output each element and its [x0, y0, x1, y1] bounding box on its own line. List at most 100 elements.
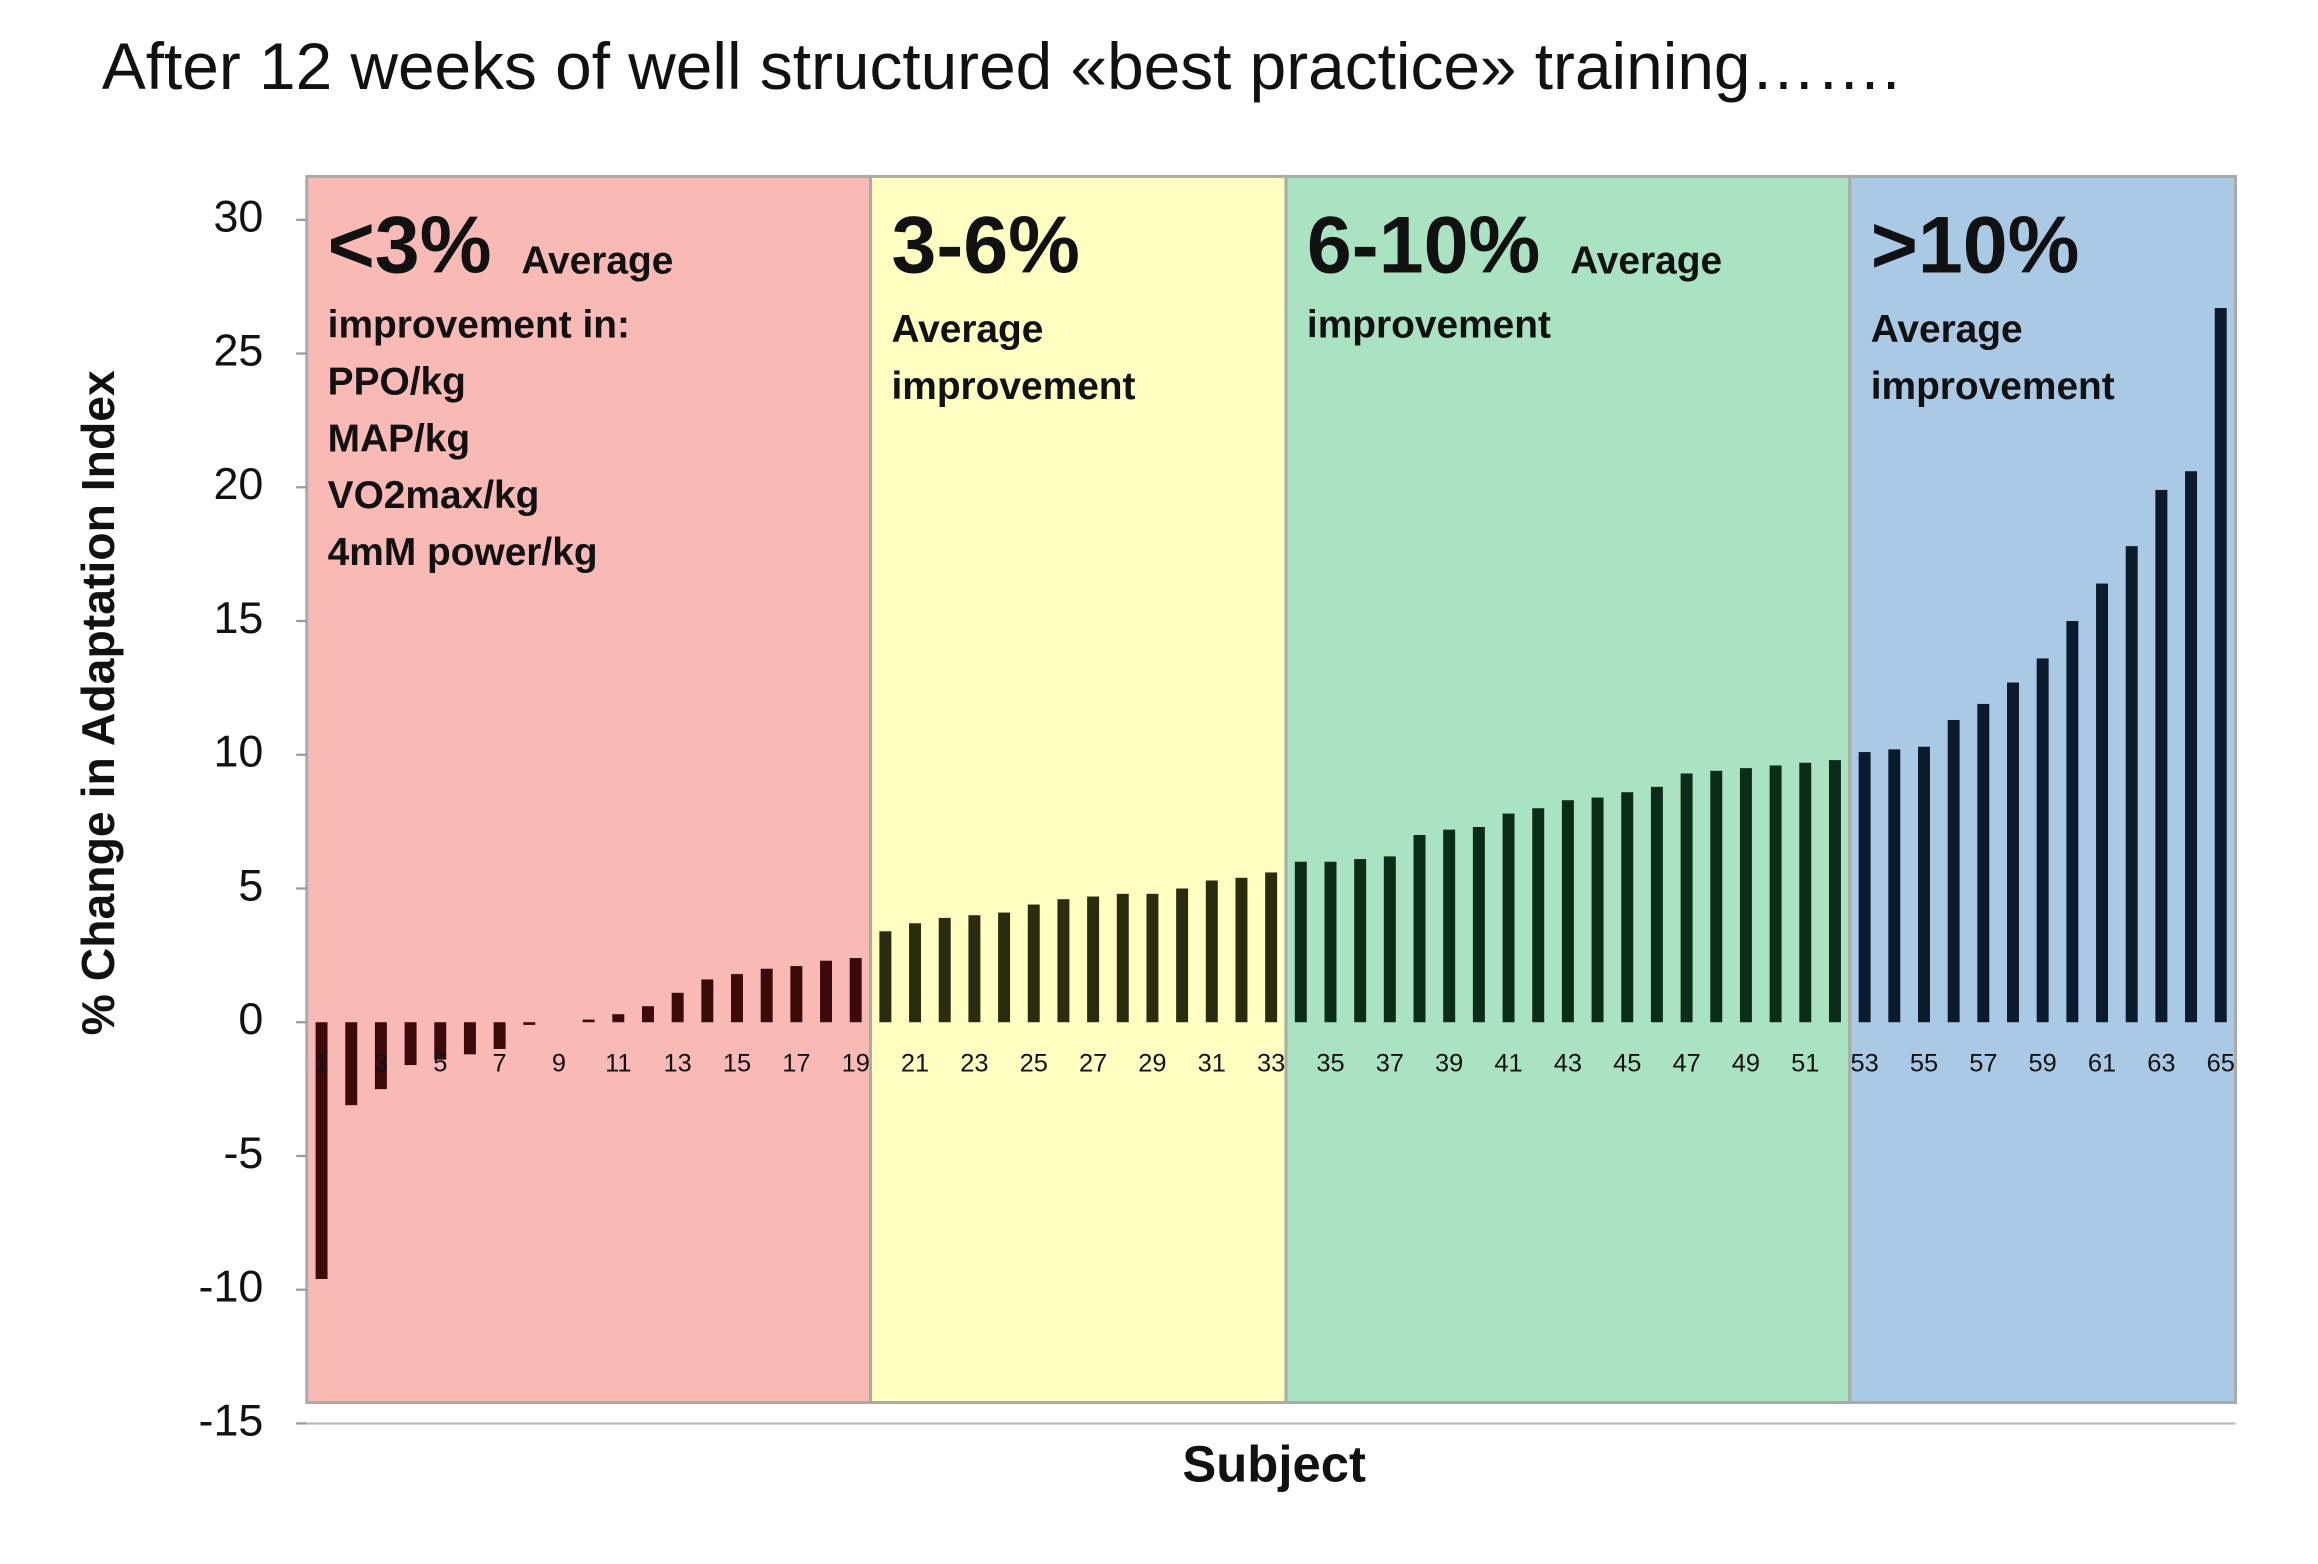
x-tick-label: 55 — [1910, 1049, 1938, 1077]
region-note: improvement — [1307, 304, 1551, 347]
y-tick-label: 0 — [238, 993, 263, 1044]
bar — [1324, 861, 1337, 1023]
x-tick-label: 51 — [1791, 1049, 1819, 1077]
region-note: Average — [891, 308, 1043, 351]
x-tick-label: 17 — [782, 1049, 810, 1077]
bar — [1383, 856, 1396, 1023]
chart-title: After 12 weeks of well structured «best … — [102, 29, 1900, 103]
bar — [434, 1022, 447, 1060]
bar — [1947, 719, 1960, 1023]
bar — [1413, 834, 1426, 1023]
x-tick-label: 49 — [1732, 1049, 1760, 1077]
x-tick-label: 47 — [1672, 1049, 1700, 1077]
bar — [374, 1022, 387, 1090]
bar — [582, 1019, 595, 1023]
region-note: Average — [521, 239, 673, 282]
x-tick-label: 27 — [1079, 1049, 1107, 1077]
region-note: improvement — [1871, 365, 2115, 408]
bar — [1888, 749, 1901, 1023]
bar — [315, 1022, 328, 1280]
region-heading: 6-10% — [1307, 201, 1540, 291]
bar — [1443, 829, 1456, 1023]
bar — [1650, 786, 1663, 1023]
bar — [1472, 826, 1485, 1023]
region-note: 4mM power/kg — [328, 531, 598, 574]
x-tick-label: 59 — [2029, 1049, 2057, 1077]
bar — [523, 1022, 536, 1025]
x-tick-label: 11 — [605, 1049, 631, 1077]
x-tick-label: 63 — [2147, 1049, 2175, 1077]
region-heading: <3% — [328, 201, 492, 291]
bar — [1087, 896, 1100, 1023]
bar — [1828, 760, 1841, 1023]
bar — [1680, 773, 1693, 1023]
x-tick-label: 43 — [1554, 1049, 1582, 1077]
bar — [345, 1022, 358, 1106]
bar — [1917, 746, 1930, 1023]
bar — [1235, 877, 1248, 1023]
bar — [1977, 703, 1990, 1023]
y-tick-label: -15 — [199, 1394, 264, 1445]
bar — [1739, 768, 1752, 1023]
x-tick-label: 31 — [1198, 1049, 1226, 1077]
x-tick-label: 57 — [1969, 1049, 1997, 1077]
x-tick-label: 53 — [1850, 1049, 1878, 1077]
region-note: MAP/kg — [328, 417, 471, 460]
x-tick-label: 3 — [374, 1049, 388, 1077]
x-tick-label: 37 — [1376, 1049, 1404, 1077]
bar — [2155, 489, 2168, 1023]
bar — [2066, 621, 2079, 1023]
bar — [2036, 658, 2049, 1023]
x-tick-label: 39 — [1435, 1049, 1463, 1077]
bar — [2125, 546, 2138, 1023]
bar — [1176, 888, 1189, 1023]
x-tick-label: 5 — [433, 1049, 447, 1077]
bar — [1146, 893, 1159, 1023]
x-tick-label: 1 — [314, 1049, 328, 1077]
x-tick-label: 23 — [960, 1049, 988, 1077]
region-panel — [1284, 174, 1852, 1405]
bar — [2185, 471, 2198, 1023]
bar — [731, 974, 743, 1023]
bar — [1799, 762, 1812, 1023]
region-note: Average — [1570, 239, 1722, 282]
bar — [612, 1014, 625, 1023]
regions: <3% Average improvement in: PPO/kg MAP/kg VO2… — [305, 174, 2238, 1405]
bar — [2096, 583, 2109, 1023]
y-tick-label: -10 — [199, 1261, 264, 1312]
y-tick-label: 20 — [213, 458, 263, 509]
bar — [404, 1022, 417, 1066]
bar — [998, 912, 1011, 1023]
bar — [463, 1022, 476, 1055]
region-panel — [869, 174, 1288, 1405]
y-tick-label: 10 — [213, 726, 263, 777]
bar — [938, 917, 951, 1023]
bar — [1116, 893, 1129, 1023]
bar — [1561, 800, 1574, 1023]
region-note: PPO/kg — [328, 361, 466, 404]
bar — [641, 1006, 654, 1023]
region-panel — [305, 174, 873, 1405]
x-tick-label: 13 — [664, 1049, 692, 1077]
x-tick-label: 33 — [1257, 1049, 1285, 1077]
region-note: Average — [1871, 308, 2023, 351]
bar — [701, 979, 714, 1023]
x-tick-label: 21 — [901, 1049, 929, 1077]
region-note: VO2max/kg — [328, 474, 540, 517]
bar — [849, 958, 862, 1023]
y-tick-label: -5 — [223, 1127, 263, 1178]
region-heading: >10% — [1871, 201, 2080, 291]
bar — [760, 968, 773, 1023]
x-tick-label: 15 — [723, 1049, 751, 1077]
x-tick-label: 19 — [842, 1049, 870, 1077]
region-note: improvement — [891, 365, 1135, 408]
bar — [968, 915, 981, 1023]
y-tick-label: 25 — [213, 324, 263, 375]
bar — [909, 923, 922, 1023]
y-axis-label: % Change in Adaptation Index — [72, 370, 124, 1035]
bar — [1769, 765, 1782, 1023]
bar — [1710, 770, 1723, 1023]
bar — [671, 992, 684, 1023]
bar — [790, 966, 803, 1023]
